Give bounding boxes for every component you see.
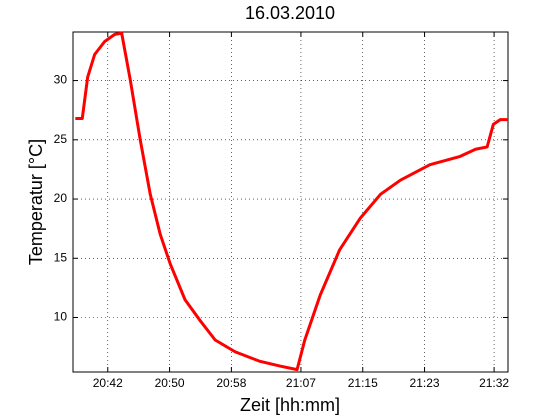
chart-title: 16.03.2010 <box>245 3 335 23</box>
x-tick-label: 21:23 <box>410 376 440 390</box>
x-tick-label: 21:15 <box>348 376 378 390</box>
y-tick-label: 20 <box>54 191 68 205</box>
x-tick-label: 20:50 <box>155 376 185 390</box>
x-axis-label: Zeit [hh:mm] <box>240 395 340 415</box>
y-axis-label: Temperatur [°C] <box>26 139 46 265</box>
axes-box <box>72 31 509 373</box>
x-tick-label: 20:42 <box>93 376 123 390</box>
y-tick-label: 25 <box>54 132 68 146</box>
y-tick-label: 10 <box>54 310 68 324</box>
y-tick-label: 15 <box>54 250 68 264</box>
y-tick-label: 30 <box>54 73 68 87</box>
data-line <box>75 31 508 372</box>
plot-area <box>73 32 508 372</box>
x-tick-label: 21:07 <box>286 376 316 390</box>
x-tick-label: 20:58 <box>216 376 246 390</box>
x-tick-label: 21:32 <box>479 376 509 390</box>
